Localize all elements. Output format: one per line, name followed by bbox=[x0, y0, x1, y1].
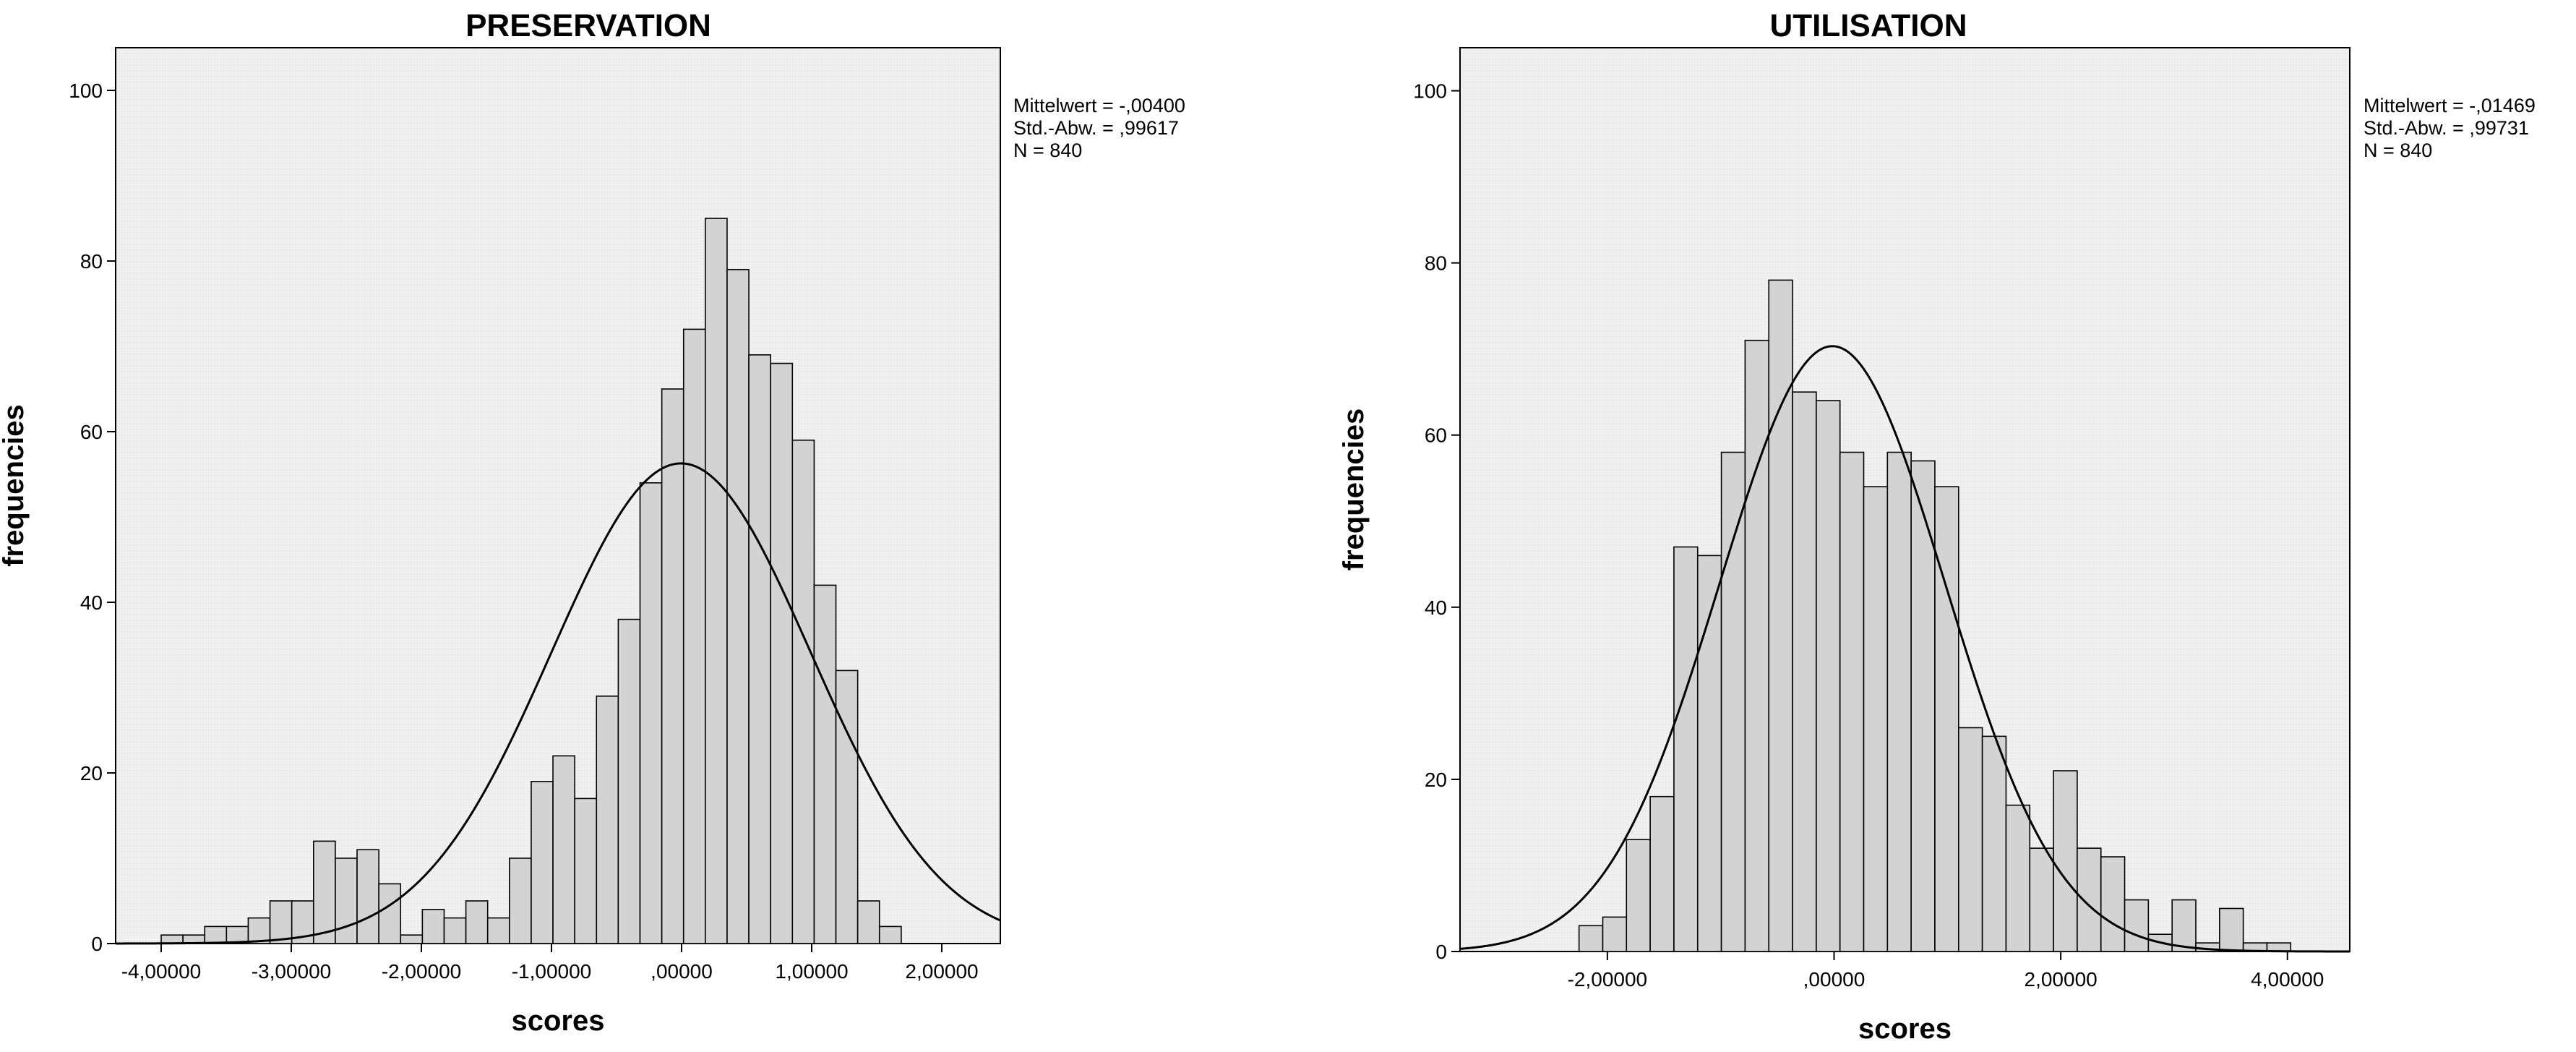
x-tick-label: ,00000 bbox=[651, 960, 713, 983]
histogram-bar bbox=[2077, 847, 2102, 952]
y-tick-label: 20 bbox=[80, 762, 103, 784]
y-tick-label: 0 bbox=[1435, 941, 1447, 963]
histogram-bar bbox=[531, 781, 554, 944]
histogram-bar bbox=[552, 755, 575, 944]
histogram-bar bbox=[705, 218, 728, 944]
chart-title: UTILISATION bbox=[1770, 8, 1967, 43]
histogram-bar bbox=[596, 695, 619, 944]
histogram-bar bbox=[443, 917, 467, 944]
histogram-bar bbox=[1744, 339, 1770, 952]
y-tick-label: 40 bbox=[1425, 596, 1447, 619]
histogram-bar bbox=[269, 900, 293, 944]
y-tick-label: 80 bbox=[80, 250, 103, 273]
y-tick-label: 40 bbox=[80, 591, 103, 614]
histogram-bar bbox=[1626, 839, 1651, 952]
histogram-bar bbox=[791, 439, 815, 944]
histogram-bar bbox=[639, 482, 663, 944]
y-tick-label: 20 bbox=[1425, 769, 1447, 791]
histogram-bar bbox=[813, 584, 837, 944]
histogram-bar bbox=[2219, 907, 2244, 952]
y-tick-label: 100 bbox=[69, 80, 103, 102]
histogram-bar bbox=[1696, 555, 1722, 952]
histogram-bar bbox=[400, 934, 424, 944]
stats-line: Std.-Abw. = ,99731 bbox=[2364, 117, 2529, 139]
histogram-bar bbox=[1768, 279, 1793, 952]
y-tick-label: 100 bbox=[1413, 80, 1447, 103]
x-tick-label: 1,00000 bbox=[775, 960, 848, 983]
x-axis-label: scores bbox=[512, 1005, 605, 1037]
x-tick-label: 2,00000 bbox=[2025, 968, 2098, 991]
x-tick-label: 4,00000 bbox=[2251, 968, 2324, 991]
x-tick-label: -1,00000 bbox=[512, 960, 592, 983]
histogram-bar bbox=[726, 268, 750, 944]
x-tick-label: ,00000 bbox=[1803, 968, 1866, 991]
stats-line: Std.-Abw. = ,99617 bbox=[1013, 117, 1179, 139]
x-tick-label: -3,00000 bbox=[252, 960, 332, 983]
normal-curve bbox=[1459, 345, 2350, 953]
histogram-bar bbox=[682, 328, 706, 944]
x-tick-label: -4,00000 bbox=[121, 960, 202, 983]
y-tick-label: 0 bbox=[91, 933, 103, 955]
x-tick-label: -2,00000 bbox=[382, 960, 462, 983]
x-tick-label: 2,00000 bbox=[905, 960, 978, 983]
histogram-bar bbox=[1649, 795, 1675, 952]
normal-curve bbox=[116, 462, 1001, 945]
stats-line: Mittelwert = -,00400 bbox=[1013, 95, 1185, 116]
histogram-bar bbox=[1673, 546, 1699, 952]
histogram-bar bbox=[1602, 916, 1628, 952]
histogram-bar bbox=[617, 618, 641, 944]
y-tick-label: 60 bbox=[1425, 424, 1447, 447]
x-tick-label: -2,00000 bbox=[1568, 968, 1648, 991]
histogram-bar bbox=[312, 840, 336, 944]
histogram-bar bbox=[1720, 451, 1746, 952]
histogram-bar bbox=[1981, 735, 2007, 952]
stats-line: N = 840 bbox=[1013, 140, 1082, 161]
histogram-bar bbox=[2029, 847, 2054, 952]
chart-title: PRESERVATION bbox=[465, 8, 711, 43]
histogram-bar bbox=[835, 670, 859, 944]
histogram-bar bbox=[770, 362, 794, 944]
histogram-bar bbox=[378, 883, 402, 944]
histogram-bar bbox=[1792, 391, 1817, 952]
y-tick-label: 60 bbox=[80, 421, 103, 443]
histogram-bar bbox=[465, 900, 489, 944]
histogram-bar bbox=[2005, 804, 2031, 952]
y-tick-label: 80 bbox=[1425, 252, 1447, 275]
histogram-bar bbox=[574, 797, 598, 944]
stats-line: N = 840 bbox=[2364, 140, 2432, 161]
histogram-bar bbox=[335, 858, 358, 944]
histogram-bar bbox=[878, 925, 902, 944]
histogram-bar bbox=[1886, 451, 1912, 952]
histogram-bar bbox=[486, 917, 510, 944]
x-axis-label: scores bbox=[1858, 1013, 1952, 1045]
y-axis-label: frequencies bbox=[0, 404, 30, 567]
histogram-bar bbox=[1816, 400, 1841, 952]
histogram-bar bbox=[1957, 727, 1983, 952]
stats-line: Mittelwert = -,01469 bbox=[2364, 95, 2536, 116]
histogram-bar bbox=[356, 849, 379, 944]
histogram-bar bbox=[856, 900, 880, 944]
histogram-bar bbox=[748, 354, 771, 944]
histogram-bar bbox=[1578, 925, 1604, 952]
histogram-bar bbox=[421, 909, 445, 944]
histogram-bar bbox=[1863, 486, 1889, 952]
histogram-bar bbox=[509, 858, 532, 944]
histogram-bar bbox=[1910, 460, 1936, 952]
histogram-bar bbox=[661, 388, 684, 944]
histogram-bar bbox=[1839, 451, 1865, 952]
histogram-bar bbox=[247, 917, 271, 944]
histogram-bar bbox=[2124, 899, 2150, 952]
histogram-bar bbox=[2053, 770, 2078, 952]
histogram-bar bbox=[2171, 899, 2197, 952]
y-axis-label: frequencies bbox=[1338, 409, 1370, 571]
histogram-bar bbox=[1934, 486, 1959, 952]
histogram-bar bbox=[2100, 856, 2126, 952]
histogram-bar bbox=[204, 925, 228, 944]
